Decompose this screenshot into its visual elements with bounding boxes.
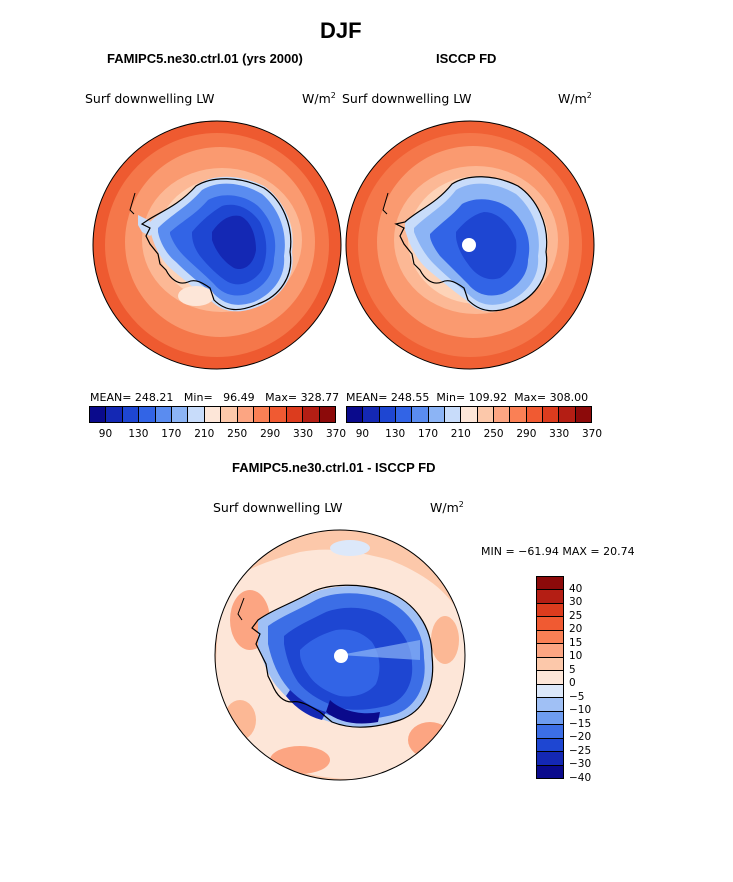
- colorbar-swatch: [537, 698, 563, 712]
- colorbar-swatch: [537, 603, 563, 618]
- colorbar-tick-label: 0: [569, 677, 576, 690]
- left-panel-title: FAMIPC5.ne30.ctrl.01 (yrs 2000): [107, 51, 303, 66]
- difference-map: [215, 530, 465, 780]
- colorbar-swatch: [90, 407, 107, 422]
- colorbar-tick-label: −15: [569, 717, 592, 730]
- right-units-label: W/m2: [558, 91, 592, 107]
- colorbar-tick-label: 170: [161, 428, 182, 440]
- colorbar-tick-label: 130: [385, 428, 406, 440]
- colorbar-swatch: [106, 407, 123, 422]
- diff-units-label: W/m2: [430, 500, 464, 516]
- left-units-label: W/m2: [302, 91, 336, 107]
- colorbar-tick-label: 90: [355, 428, 370, 440]
- colorbar-swatch: [461, 407, 478, 422]
- colorbar-swatch: [537, 590, 563, 604]
- colorbar-swatch: [347, 407, 364, 422]
- colorbar-tick-label: −40: [569, 772, 592, 784]
- colorbar-swatch: [395, 407, 413, 422]
- colorbar-tick-label: 15: [569, 636, 583, 649]
- colorbar-tick-label: 210: [194, 428, 215, 440]
- colorbar-swatch: [537, 752, 563, 766]
- right-panel-title: ISCCP FD: [436, 51, 497, 66]
- colorbar-swatch: [172, 407, 189, 422]
- colorbar-tick-label: −20: [569, 731, 592, 744]
- colorbar-tick-label: 130: [128, 428, 149, 440]
- colorbar-swatch: [122, 407, 140, 422]
- colorbar-swatch: [477, 407, 494, 422]
- colorbar-swatch: [428, 407, 445, 422]
- figure-title: DJF: [320, 18, 362, 43]
- colorbar-tick-label: 330: [293, 428, 314, 440]
- right-stats: MEAN= 248.55 Min= 109.92 Max= 308.00: [346, 391, 589, 404]
- colorbar-tick-label: 250: [227, 428, 248, 440]
- left-colorbar: [89, 406, 336, 423]
- colorbar-swatch: [537, 725, 563, 739]
- colorbar-tick-label: 170: [417, 428, 439, 440]
- colorbar-tick-label: −10: [569, 704, 592, 717]
- diff-variable-label: Surf downwelling LW: [213, 500, 343, 515]
- colorbar-tick-label: −25: [569, 744, 592, 757]
- colorbar-swatch: [254, 407, 271, 422]
- colorbar-swatch: [363, 407, 380, 422]
- colorbar-tick-label: 210: [450, 428, 471, 440]
- right-variable-label: Surf downwelling LW: [342, 91, 472, 106]
- diff-panel-title: FAMIPC5.ne30.ctrl.01 - ISCCP FD: [232, 460, 436, 475]
- colorbar-swatch: [139, 407, 156, 422]
- colorbar-tick-label: 30: [569, 596, 583, 609]
- colorbar-tick-label: 330: [549, 428, 570, 440]
- left-variable-label: Surf downwelling LW: [85, 91, 215, 106]
- colorbar-tick-label: −5: [569, 690, 585, 703]
- colorbar-swatch: [237, 407, 255, 422]
- colorbar-tick-label: 290: [260, 428, 281, 440]
- colorbar-swatch: [412, 407, 429, 422]
- colorbar-swatch: [537, 711, 563, 726]
- colorbar-swatch: [537, 644, 563, 658]
- colorbar-swatch: [270, 407, 287, 422]
- colorbar-swatch: [559, 407, 576, 422]
- left-stats: MEAN= 248.21 Min= 96.49 Max= 328.77: [90, 391, 340, 404]
- colorbar-tick-label: 40: [569, 582, 583, 595]
- colorbar-tick-label: 10: [569, 650, 583, 663]
- colorbar-tick-label: 290: [516, 428, 537, 440]
- colorbar-swatch: [537, 617, 563, 631]
- colorbar-tick-label: 370: [325, 428, 347, 440]
- colorbar-swatch: [526, 407, 543, 422]
- colorbar-tick-label: 250: [483, 428, 504, 440]
- colorbar-tick-label: −30: [569, 758, 592, 771]
- colorbar-swatch: [303, 407, 320, 422]
- diff-colorbar: [536, 576, 564, 779]
- colorbar-tick-label: 25: [569, 609, 583, 622]
- right-colorbar: [346, 406, 592, 423]
- colorbar-tick-label: 90: [98, 428, 113, 440]
- colorbar-swatch: [537, 738, 563, 753]
- colorbar-swatch: [575, 407, 591, 422]
- colorbar-swatch: [537, 630, 563, 645]
- colorbar-swatch: [319, 407, 336, 422]
- colorbar-swatch: [537, 657, 563, 672]
- colorbar-tick-label: 20: [569, 623, 583, 636]
- left-map: [93, 121, 341, 369]
- right-map: [346, 121, 594, 369]
- colorbar-swatch: [537, 684, 563, 699]
- colorbar-swatch: [204, 407, 222, 422]
- colorbar-swatch: [537, 577, 563, 591]
- colorbar-swatch: [542, 407, 560, 422]
- colorbar-swatch: [510, 407, 527, 422]
- colorbar-swatch: [493, 407, 511, 422]
- diff-minmax: MIN = −61.94 MAX = 20.74: [481, 545, 635, 558]
- colorbar-swatch: [537, 765, 563, 779]
- colorbar-tick-label: 5: [569, 663, 576, 676]
- colorbar-swatch: [379, 407, 396, 422]
- colorbar-tick-label: 370: [581, 428, 603, 440]
- colorbar-swatch: [286, 407, 304, 422]
- colorbar-swatch: [221, 407, 238, 422]
- colorbar-swatch: [444, 407, 462, 422]
- colorbar-swatch: [537, 671, 563, 685]
- colorbar-swatch: [188, 407, 205, 422]
- colorbar-swatch: [155, 407, 173, 422]
